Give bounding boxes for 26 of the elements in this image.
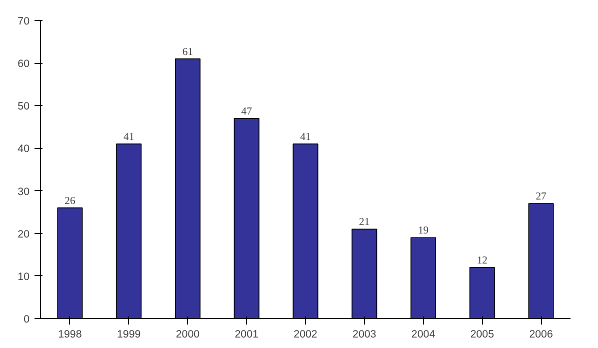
x-tick-label: 2005 bbox=[470, 328, 494, 340]
y-tick-label: 20 bbox=[18, 228, 30, 240]
y-tick-label: 0 bbox=[24, 314, 30, 326]
data-label: 41 bbox=[124, 132, 134, 143]
data-label: 19 bbox=[418, 226, 429, 237]
data-label: 12 bbox=[476, 255, 488, 266]
data-label: 21 bbox=[359, 217, 370, 228]
data-label: 41 bbox=[300, 132, 311, 143]
y-tick-label: 60 bbox=[18, 58, 30, 70]
x-tick-label: 2002 bbox=[294, 328, 318, 340]
y-tick-label: 50 bbox=[18, 100, 30, 113]
x-tick-label: 1998 bbox=[58, 328, 82, 340]
x-tick-label: 2003 bbox=[352, 328, 376, 340]
x-tick-label: 2006 bbox=[529, 328, 553, 340]
y-tick-label: 70 bbox=[18, 16, 30, 28]
x-tick-label: 2001 bbox=[234, 328, 259, 340]
y-tick-label: 30 bbox=[18, 186, 30, 198]
x-tick-label: 2000 bbox=[176, 328, 200, 340]
y-tick-label: 10 bbox=[18, 270, 30, 283]
x-tick-label: 2004 bbox=[411, 328, 436, 340]
y-tick-label: 40 bbox=[18, 143, 30, 156]
x-tick-label: 1999 bbox=[116, 328, 141, 340]
data-label: 26 bbox=[64, 196, 76, 207]
data-label: 61 bbox=[182, 46, 194, 58]
data-label: 27 bbox=[536, 192, 548, 203]
data-label: 47 bbox=[241, 106, 253, 118]
